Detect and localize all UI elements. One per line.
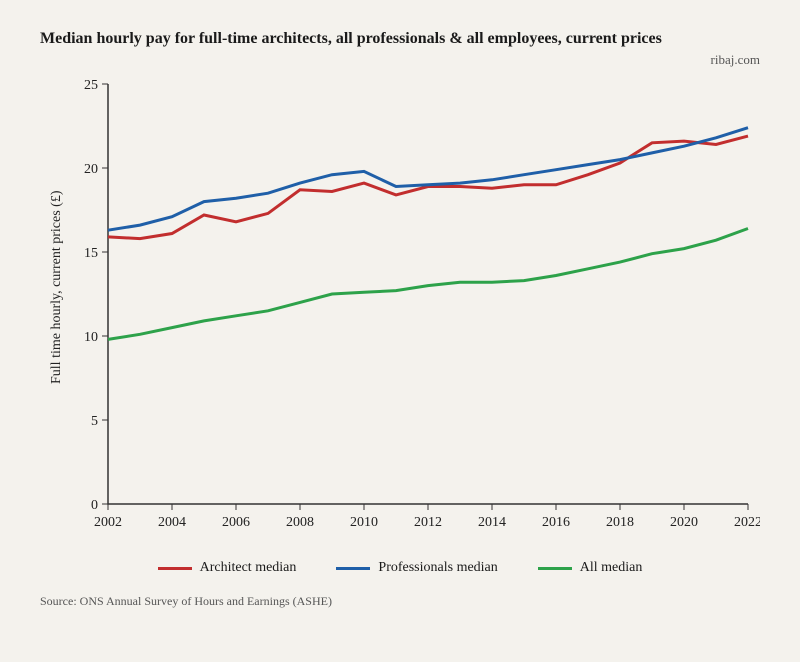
x-tick-label: 2018	[606, 515, 634, 530]
x-tick-label: 2010	[350, 515, 378, 530]
legend-swatch	[538, 567, 572, 570]
x-tick-label: 2008	[286, 515, 314, 530]
y-tick-label: 0	[91, 498, 98, 513]
chart-legend: Architect median Professionals median All …	[40, 560, 760, 576]
x-tick-label: 2020	[670, 515, 698, 530]
legend-item: Architect median	[158, 560, 297, 576]
y-tick-label: 25	[84, 78, 98, 93]
x-tick-label: 2012	[414, 515, 442, 530]
legend-label: All median	[580, 560, 643, 576]
x-tick-label: 2004	[158, 515, 186, 530]
series-line	[108, 229, 748, 340]
y-tick-label: 20	[84, 162, 98, 177]
x-tick-label: 2014	[478, 515, 506, 530]
legend-item: All median	[538, 560, 643, 576]
legend-item: Professionals median	[336, 560, 497, 576]
x-tick-label: 2006	[222, 515, 250, 530]
legend-swatch	[158, 567, 192, 570]
x-tick-label: 2002	[94, 515, 122, 530]
legend-swatch	[336, 567, 370, 570]
y-axis-title: Full time hourly, current prices (£)	[49, 190, 64, 384]
attribution-text: ribaj.com	[40, 52, 760, 68]
y-tick-label: 15	[84, 246, 98, 261]
x-tick-label: 2022	[734, 515, 760, 530]
legend-label: Professionals median	[378, 560, 497, 576]
y-tick-label: 5	[91, 414, 98, 429]
legend-label: Architect median	[200, 560, 297, 576]
chart-title: Median hourly pay for full-time architec…	[40, 30, 760, 48]
line-chart: 0 5 10 15 20 25 2002 2004 2006 2008 2010 2012 2014 20…	[40, 74, 760, 554]
y-tick-label: 10	[84, 330, 98, 345]
source-text: Source: ONS Annual Survey of Hours and E…	[40, 594, 760, 609]
x-tick-label: 2016	[542, 515, 570, 530]
